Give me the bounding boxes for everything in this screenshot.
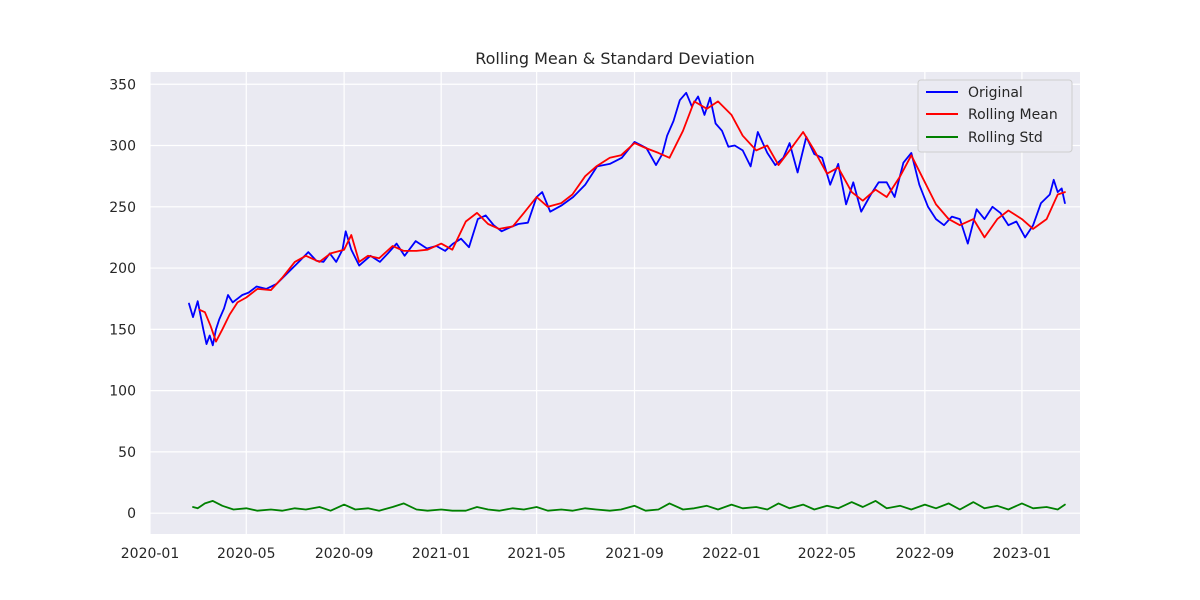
x-tick-label: 2021-05 xyxy=(507,546,566,562)
x-tick-label: 2022-01 xyxy=(702,546,761,562)
chart-title: Rolling Mean & Standard Deviation xyxy=(475,49,755,68)
y-axis: 0 50 100 150 200 250 300 350 xyxy=(109,77,136,522)
x-tick-label: 2022-09 xyxy=(896,546,955,562)
y-tick-label: 0 xyxy=(127,506,136,522)
y-tick-label: 350 xyxy=(109,77,136,93)
legend: Original Rolling Mean Rolling Std xyxy=(917,79,1073,153)
x-tick-label: 2023-01 xyxy=(993,546,1052,562)
series-line-rolling-mean xyxy=(198,100,1066,343)
x-tick-label: 2020-09 xyxy=(315,546,374,562)
legend-label-original: Original xyxy=(968,85,1023,101)
y-tick-label: 150 xyxy=(109,322,136,338)
y-tick-label: 100 xyxy=(109,384,136,400)
x-tick-label: 2021-09 xyxy=(605,546,664,562)
y-tick-label: 200 xyxy=(109,261,136,277)
legend-box xyxy=(917,79,1073,153)
y-tick-label: 250 xyxy=(109,200,136,216)
series-layer xyxy=(188,91,1066,512)
x-tick-label: 2022-05 xyxy=(798,546,857,562)
legend-label-rolling-std: Rolling Std xyxy=(968,130,1043,146)
y-tick-label: 50 xyxy=(118,445,136,461)
y-tick-label: 300 xyxy=(109,139,136,155)
x-tick-label: 2020-01 xyxy=(121,546,180,562)
legend-label-rolling-mean: Rolling Mean xyxy=(968,107,1058,123)
x-tick-label: 2020-05 xyxy=(217,546,276,562)
series-line-rolling-std xyxy=(192,499,1066,512)
x-axis: 2020-01 2020-05 2020-09 2021-01 2021-05 2021-… xyxy=(121,546,1051,562)
x-tick-label: 2021-01 xyxy=(412,546,471,562)
